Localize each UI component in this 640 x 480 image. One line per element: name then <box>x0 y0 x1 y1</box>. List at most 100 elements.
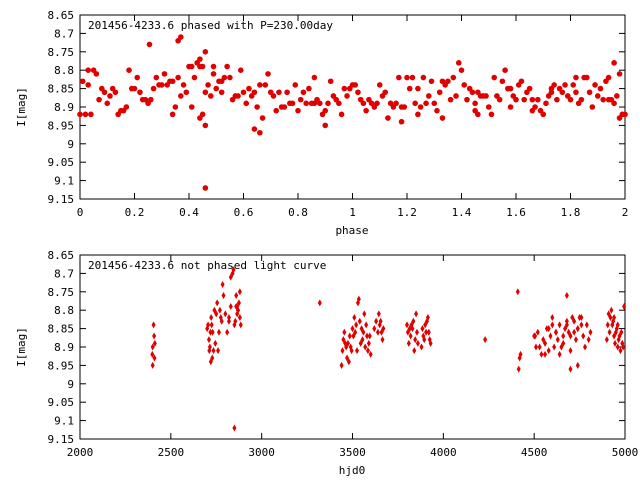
x-axis-label: phase <box>335 224 368 237</box>
data-point <box>406 339 411 347</box>
data-point <box>518 350 523 358</box>
data-point <box>619 328 624 336</box>
data-point <box>150 350 155 358</box>
data-point <box>518 78 525 85</box>
data-point <box>289 100 296 107</box>
y-tick-label: 8.75 <box>48 286 75 299</box>
data-point <box>339 361 344 369</box>
data-point <box>406 85 413 92</box>
data-point <box>586 89 593 96</box>
data-point <box>464 96 470 103</box>
data-point <box>82 111 89 118</box>
data-point <box>150 343 155 351</box>
data-point <box>613 339 618 347</box>
data-point <box>385 115 391 121</box>
data-point <box>618 347 623 355</box>
data-point <box>472 100 478 107</box>
data-point <box>202 49 209 55</box>
data-point <box>243 100 250 107</box>
data-point <box>426 328 431 336</box>
data-point <box>254 104 260 110</box>
data-point <box>533 343 538 351</box>
data-point <box>561 332 566 340</box>
data-point <box>615 321 620 329</box>
data-point <box>197 63 203 70</box>
data-point <box>445 78 451 85</box>
data-point <box>188 63 195 70</box>
data-point <box>568 332 573 340</box>
data-point <box>224 63 230 70</box>
data-point <box>297 96 304 103</box>
data-point <box>589 104 596 110</box>
data-point <box>374 317 379 325</box>
data-point <box>216 328 221 336</box>
data-point <box>559 89 566 96</box>
data-point <box>557 321 562 329</box>
data-point <box>232 424 237 432</box>
data-point <box>206 336 211 344</box>
data-point <box>372 325 377 333</box>
y-tick-label: 9.15 <box>48 433 75 446</box>
x-tick-label: 0.4 <box>179 206 199 219</box>
data-point <box>273 107 280 114</box>
data-point <box>420 325 425 333</box>
y-tick-label: 9.05 <box>48 156 75 169</box>
data-point <box>411 317 416 325</box>
data-point <box>404 74 410 81</box>
data-point <box>382 89 389 96</box>
data-point <box>408 332 413 340</box>
data-point <box>368 350 373 358</box>
data-point <box>217 306 222 314</box>
data-point <box>322 107 329 114</box>
chart-title: 201456-4233.6 phased with P=230.00day <box>88 19 333 32</box>
data-point <box>423 100 429 107</box>
data-point <box>209 321 214 329</box>
data-point <box>178 34 184 40</box>
data-point <box>257 129 263 136</box>
data-point <box>469 89 476 96</box>
data-point <box>413 336 418 344</box>
data-point <box>265 71 271 77</box>
data-point <box>507 85 514 92</box>
x-tick-label: 4500 <box>521 446 548 459</box>
data-point <box>257 82 263 88</box>
data-point <box>455 60 462 66</box>
data-point <box>355 347 360 355</box>
data-point <box>415 85 421 92</box>
data-point <box>363 107 369 114</box>
data-point <box>284 89 290 96</box>
data-point <box>526 85 533 92</box>
data-point <box>208 93 214 99</box>
data-point <box>431 100 438 107</box>
x-tick-label: 2000 <box>67 446 94 459</box>
data-point <box>218 89 225 96</box>
data-point <box>584 74 590 81</box>
data-point <box>412 347 417 355</box>
x-tick-label: 0 <box>77 206 84 219</box>
data-point <box>152 339 157 347</box>
y-axis: 8.65 8.7 8.75 8.8 8.85 8.9 8.95 9 9.05 9.1 9.15 <box>48 249 625 446</box>
data-point <box>405 321 409 329</box>
data-point <box>533 332 538 340</box>
data-point <box>553 328 558 336</box>
data-point <box>367 332 372 340</box>
data-point <box>546 347 551 355</box>
y-tick-label: 8.85 <box>48 83 75 96</box>
data-point <box>202 89 209 96</box>
x-axis: 0 0.2 0.4 0.6 0.8 1 1.2 1.4 1.6 1.8 2 <box>77 15 628 219</box>
data-point <box>529 107 536 114</box>
data-point <box>398 118 405 125</box>
data-point <box>96 96 102 103</box>
data-point <box>353 328 358 336</box>
data-point <box>461 82 468 88</box>
data-point <box>211 347 216 355</box>
data-point <box>238 321 243 329</box>
data-point <box>483 336 488 344</box>
data-point <box>605 74 612 81</box>
data-point <box>213 339 218 347</box>
data-point <box>611 100 617 107</box>
data-point <box>568 365 573 373</box>
data-point <box>564 317 569 325</box>
data-point <box>539 350 544 358</box>
data-point <box>581 332 586 340</box>
